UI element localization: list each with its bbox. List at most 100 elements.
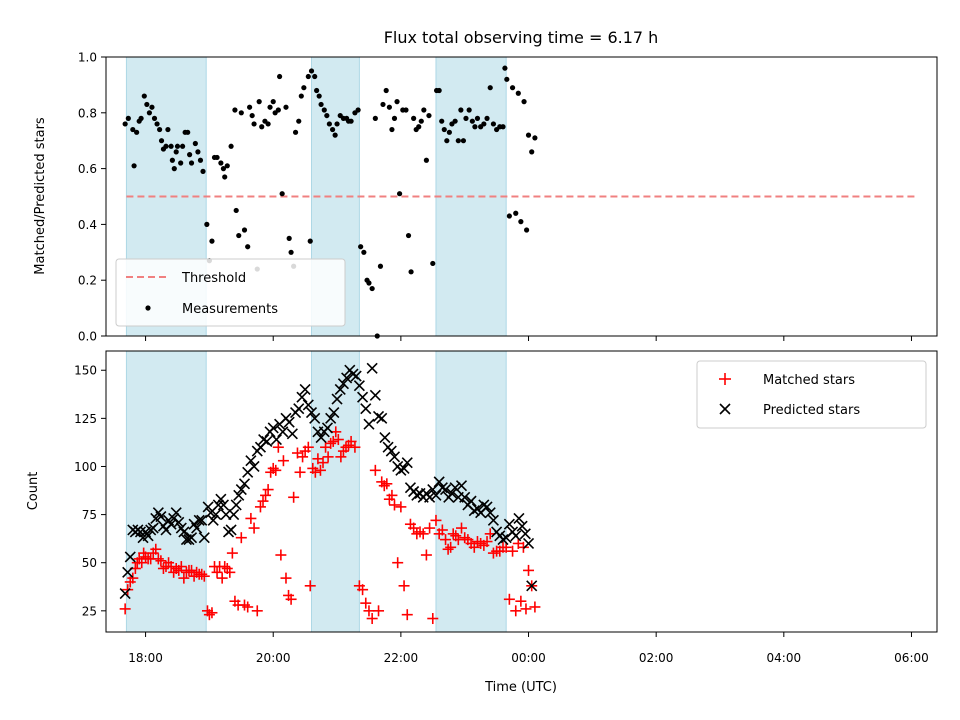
predicted-star-point — [363, 418, 375, 430]
bottom-y-axis: 25 50 75 100 125 150 — [74, 364, 106, 618]
matched-star-point — [366, 613, 378, 625]
top-y-tick-label: 0.6 — [78, 162, 97, 176]
measurement-point — [396, 191, 403, 197]
measurement-point — [532, 135, 538, 141]
predicted-star-point — [360, 403, 372, 415]
predicted-star-point — [233, 489, 245, 501]
measurement-point — [423, 157, 430, 163]
predicted-star-point — [225, 524, 237, 536]
measurement-point — [307, 238, 313, 244]
predicted-star-point — [516, 520, 528, 532]
measurement-point — [446, 129, 452, 135]
measurement-point — [277, 73, 283, 80]
matched-star-point — [242, 601, 254, 613]
measurement-point — [224, 163, 230, 169]
matched-star-point — [288, 491, 300, 503]
measurement-point — [241, 227, 248, 233]
matched-star-point — [254, 501, 266, 513]
predicted-star-point — [449, 482, 461, 494]
top-y-tick-label: 0.2 — [78, 274, 97, 288]
matched-star-point — [392, 557, 404, 569]
measurement-point — [452, 118, 458, 124]
measurements-legend-marker — [145, 305, 151, 311]
bottom-y-axis-title: Count — [26, 472, 41, 511]
bottom-y-tick-label: 25 — [82, 604, 97, 618]
x-tick-label: 20:00 — [256, 651, 291, 665]
predicted-star-point — [267, 422, 279, 434]
predicted-star-point — [228, 509, 240, 521]
measurement-point — [524, 227, 530, 233]
measurement-point — [500, 124, 506, 130]
matched-star-point — [442, 543, 454, 555]
predicted-star-point — [433, 476, 445, 488]
predicted-star-point — [248, 460, 260, 473]
predicted-star-point — [134, 526, 147, 538]
predicted-star-point — [347, 368, 359, 380]
measurement-point — [383, 87, 389, 94]
matched-star-point — [165, 561, 177, 573]
measurement-point — [308, 68, 315, 74]
matched-star-point — [309, 466, 321, 478]
measurement-point — [195, 149, 201, 155]
predicted-star-point — [519, 528, 531, 540]
measurement-point — [270, 99, 276, 105]
measurement-point — [256, 99, 262, 105]
predicted-star-point — [258, 433, 270, 446]
top-y-axis: 0.0 0.2 0.4 0.6 0.8 1.0 — [78, 51, 106, 344]
measurement-point — [154, 121, 160, 127]
predicted-star-point — [286, 428, 298, 440]
measurement-point — [472, 124, 478, 130]
matched-star-point — [452, 534, 464, 546]
measurement-point — [460, 138, 467, 144]
predicted-star-point — [459, 491, 471, 503]
measurement-point — [220, 166, 227, 172]
matched-star-point — [378, 480, 390, 492]
predicted-star-point — [526, 580, 538, 592]
predicted-star-point — [497, 534, 509, 546]
matched-star-point — [515, 595, 527, 607]
predicted-star-point — [296, 391, 308, 403]
measurement-point — [158, 138, 165, 144]
bottom-legend-box — [696, 360, 927, 429]
predicted-star-point — [503, 518, 515, 530]
predicted-star-point — [385, 445, 397, 457]
predicted-star-point — [334, 383, 346, 396]
measurement-point — [286, 235, 292, 241]
predicted-star-point — [261, 435, 273, 448]
matched-star-point — [517, 541, 529, 553]
bottom-x-axis: 18:00 20:00 22:00 00:00 02:00 04:00 06:00 — [128, 632, 929, 665]
bottom-y-tick-label: 100 — [74, 460, 97, 474]
measurement-point — [426, 112, 432, 119]
matched-star-point — [262, 484, 274, 496]
matched-star-point — [280, 572, 292, 584]
measurement-point — [275, 107, 281, 113]
measurement-point — [187, 152, 193, 158]
matched-star-point — [447, 528, 459, 540]
matched-star-point — [198, 570, 210, 582]
measurement-point — [513, 210, 519, 216]
predicted-star-point — [142, 530, 154, 542]
measurement-point — [247, 104, 253, 110]
predicted-star-point — [379, 432, 391, 444]
predicted-star-point — [147, 522, 159, 534]
measurement-point — [518, 219, 524, 225]
matched-star-point — [224, 566, 236, 578]
measurement-point — [515, 90, 521, 96]
x-tick-label: 18:00 — [128, 651, 163, 665]
top-legend-box — [115, 258, 346, 327]
matched-star-point — [398, 580, 410, 592]
matched-star-point — [285, 593, 297, 605]
matched-star-point — [314, 464, 326, 476]
predicted-star-point — [487, 514, 499, 526]
matched-star-point — [386, 489, 398, 501]
measurement-point — [185, 129, 191, 135]
matched-star-point — [401, 609, 413, 621]
matched-star-point — [388, 499, 400, 511]
matched-star-point — [191, 566, 203, 578]
measurement-point — [312, 73, 318, 80]
predicted-star-point — [119, 587, 131, 600]
matched-star-point — [408, 522, 420, 534]
matched-legend-label: Matched stars — [763, 373, 855, 388]
measurement-point — [380, 101, 386, 108]
